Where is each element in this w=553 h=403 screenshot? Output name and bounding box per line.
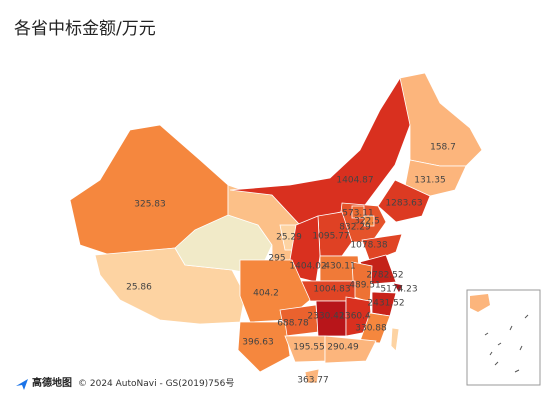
- province: [377, 179, 431, 223]
- logo-text: 高德地图: [32, 376, 72, 389]
- value-label: 489.51: [349, 281, 381, 291]
- value-label: 290.49: [327, 343, 359, 353]
- value-label: 330.88: [355, 324, 387, 334]
- title: 各省中标金额/万元: [14, 19, 156, 39]
- value-label: 2330.42: [307, 312, 344, 322]
- value-label: 396.63: [242, 338, 274, 348]
- inset-land: [470, 294, 490, 312]
- value-label: 1078.38: [350, 241, 387, 251]
- value-label: 295: [268, 254, 285, 264]
- value-label: 195.55: [293, 343, 325, 353]
- value-label: 158.7: [430, 143, 456, 153]
- logo-icon: [16, 379, 28, 390]
- value-label: 363.77: [297, 376, 329, 386]
- province: [237, 321, 291, 373]
- value-label: 25.29: [276, 233, 302, 243]
- province: [324, 335, 377, 364]
- province: [390, 327, 400, 352]
- province: [361, 233, 403, 263]
- value-label: 131.35: [414, 176, 446, 186]
- attribution: © 2024 AutoNavi - GS(2019)756号: [78, 378, 234, 389]
- value-label: 688.78: [277, 319, 309, 329]
- province: [392, 282, 404, 294]
- value-label: 325.83: [134, 200, 166, 210]
- province: [359, 312, 391, 344]
- value-label: 1004.83: [313, 285, 350, 295]
- value-label: 25.86: [126, 283, 152, 293]
- province: [363, 215, 375, 227]
- province: [399, 72, 483, 167]
- value-label: 832.29: [339, 223, 371, 233]
- value-label: 1404.87: [336, 176, 373, 186]
- value-label: 404.2: [253, 289, 279, 299]
- value-label: 430.11: [324, 262, 356, 272]
- value-label: 1404.02: [289, 262, 326, 272]
- value-label: 1360.4: [339, 312, 371, 322]
- value-label: 1095.77: [312, 232, 349, 242]
- value-label: 322.5: [354, 217, 380, 227]
- value-label: 1283.63: [385, 199, 422, 209]
- value-label: 2431.52: [367, 299, 404, 309]
- value-label: 5174.23: [380, 285, 417, 295]
- value-label: 2782.52: [366, 271, 403, 281]
- province: [304, 368, 320, 384]
- value-label: 573.11: [342, 209, 374, 219]
- inset-islands: [484, 314, 529, 373]
